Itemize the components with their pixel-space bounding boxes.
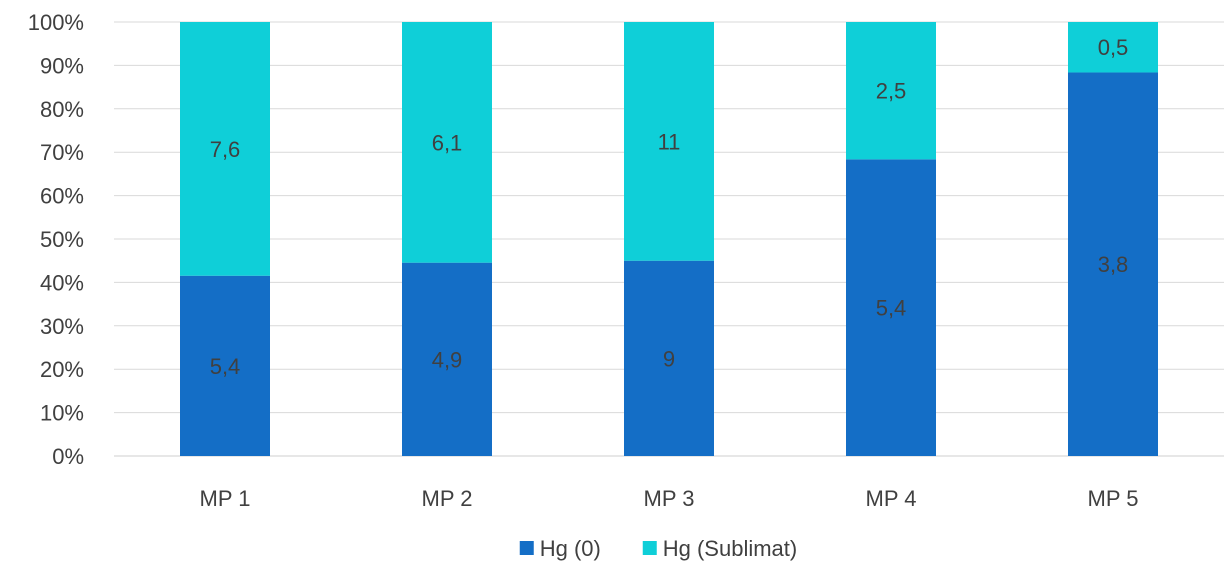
x-tick-label: MP 1	[200, 486, 251, 511]
data-label: 5,4	[210, 354, 241, 379]
legend: Hg (0) Hg (Sublimat)	[519, 536, 797, 561]
y-tick-label: 100%	[28, 10, 84, 35]
data-label: 6,1	[432, 130, 463, 155]
bar-segment-hg0	[624, 260, 714, 456]
bar-segment-hg-sublimat	[846, 22, 936, 160]
legend-label: Hg (Sublimat)	[663, 536, 797, 561]
x-tick-label: MP 5	[1088, 486, 1139, 511]
y-tick-label: 20%	[40, 357, 84, 382]
legend-item: Hg (Sublimat)	[642, 536, 797, 561]
bar-segment-hg-sublimat	[180, 22, 270, 276]
y-tick-label: 80%	[40, 97, 84, 122]
bar-segment-hg0	[846, 159, 936, 456]
x-axis-ticks: MP 1 MP 2 MP 3 MP 4 MP 5	[200, 486, 1139, 511]
y-axis-ticks: 0% 10% 20% 30% 40% 50% 60% 70% 80% 90% 100%	[28, 10, 84, 469]
y-tick-label: 40%	[40, 270, 84, 295]
legend-swatch	[519, 541, 534, 555]
y-tick-label: 60%	[40, 184, 84, 209]
bar-segment-hg0	[402, 262, 492, 456]
bar-segment-hg0	[180, 275, 270, 456]
legend-label: Hg (0)	[540, 536, 601, 561]
x-tick-label: MP 2	[422, 486, 473, 511]
bars	[180, 22, 1158, 456]
y-tick-label: 50%	[40, 227, 84, 252]
data-label: 4,9	[432, 347, 463, 372]
legend-swatch	[642, 541, 657, 555]
x-tick-label: MP 3	[644, 486, 695, 511]
data-label: 7,6	[210, 137, 241, 162]
bar-segment-hg-sublimat	[624, 22, 714, 261]
y-tick-label: 0%	[52, 444, 84, 469]
bar-segment-hg0	[1068, 72, 1158, 456]
data-label: 5,4	[876, 296, 907, 321]
bar-segment-hg-sublimat	[402, 22, 492, 263]
y-tick-label: 70%	[40, 140, 84, 165]
x-tick-label: MP 4	[866, 486, 917, 511]
data-label: 9	[663, 346, 675, 371]
data-label: 0,5	[1098, 35, 1129, 60]
data-label: 3,8	[1098, 252, 1129, 277]
y-tick-label: 90%	[40, 53, 84, 78]
y-tick-label: 30%	[40, 314, 84, 339]
data-label: 2,5	[876, 79, 907, 104]
data-labels: 5,4 7,6 4,9 6,1 9 11 5,4 2,5 3,8 0,5	[210, 35, 1129, 379]
legend-item: Hg (0)	[519, 536, 601, 561]
data-label: 11	[658, 129, 681, 154]
y-tick-label: 10%	[40, 401, 84, 426]
bar-segment-hg-sublimat	[1068, 22, 1158, 73]
